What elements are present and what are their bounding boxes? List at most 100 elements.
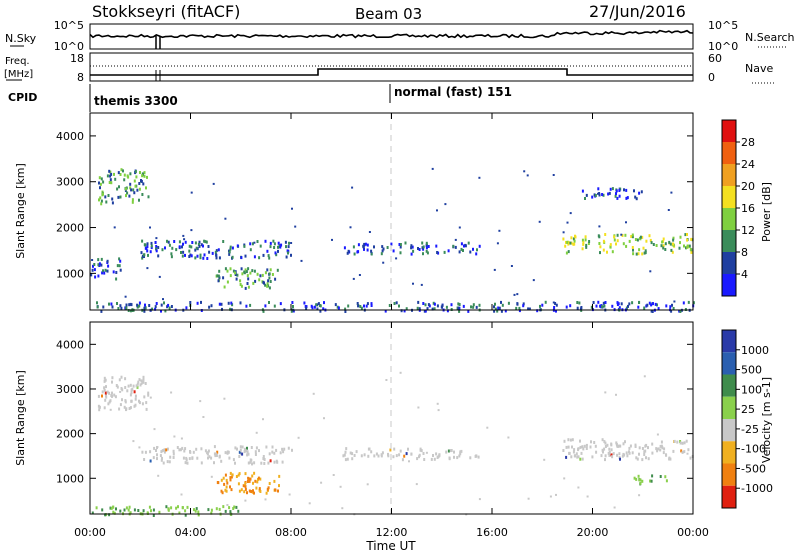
data-cell [467, 309, 470, 313]
data-cell [668, 240, 671, 244]
data-cell [237, 482, 240, 486]
data-cell [424, 303, 427, 307]
data-cell [615, 189, 618, 193]
data-cell [273, 304, 276, 308]
data-cell [244, 485, 247, 489]
data-cell [618, 452, 621, 456]
data-cell [417, 247, 419, 250]
data-cell [669, 305, 672, 309]
data-cell [226, 280, 229, 284]
data-cell [345, 447, 348, 451]
data-cell [182, 242, 184, 246]
data-cell [216, 274, 219, 278]
data-cell [200, 300, 202, 304]
data-cell [363, 304, 365, 308]
data-cell [113, 226, 116, 229]
data-cell [572, 450, 575, 454]
data-cell [308, 502, 311, 505]
data-cell [129, 186, 132, 190]
data-cell [477, 455, 480, 459]
data-cell [264, 239, 267, 243]
data-cell [599, 245, 602, 249]
data-cell [262, 457, 265, 460]
data-cell [104, 398, 107, 402]
data-cell [539, 304, 541, 308]
data-cell [291, 448, 293, 452]
data-cell [247, 285, 250, 289]
data-cell [226, 481, 229, 485]
data-cell [656, 447, 659, 450]
data-cell [145, 247, 148, 250]
data-cell [277, 241, 280, 245]
data-cell [279, 245, 282, 249]
colorbar-tick-label: -1000 [741, 482, 773, 495]
data-cell [267, 254, 270, 258]
data-cell [232, 507, 235, 510]
data-cell [583, 444, 586, 448]
data-cell [205, 240, 208, 244]
data-cell [377, 454, 380, 458]
data-cell [112, 510, 115, 514]
data-cell [273, 242, 276, 246]
data-cell [416, 306, 419, 310]
date-title: 27/Jun/2016 [589, 2, 686, 21]
data-cell [572, 237, 575, 241]
data-cell [232, 458, 235, 462]
data-cell [441, 303, 444, 307]
data-cell [161, 248, 164, 252]
y-tick-label: 1000 [56, 267, 84, 280]
data-cell [423, 458, 426, 461]
data-cell [161, 449, 164, 453]
data-cell [382, 247, 385, 251]
data-cell [593, 441, 596, 444]
data-cell [339, 485, 342, 488]
data-cell [498, 229, 501, 232]
data-cell [581, 238, 584, 242]
data-cell [228, 456, 231, 460]
data-cell [648, 301, 651, 305]
data-cell [247, 461, 250, 465]
data-cell [417, 406, 420, 409]
colorbar-tick-label: 500 [741, 364, 762, 377]
data-cell [672, 307, 675, 310]
data-cell [585, 243, 588, 247]
data-cell [138, 378, 141, 382]
data-cell [493, 268, 496, 271]
colorbar-swatch [722, 274, 736, 296]
data-cell [102, 180, 105, 184]
data-cell [662, 237, 665, 241]
data-cell [649, 270, 652, 273]
nave-tick-low: 0 [708, 71, 715, 84]
data-cell [131, 200, 134, 204]
data-cell [274, 277, 277, 281]
data-cell [363, 242, 366, 246]
data-cell [218, 276, 221, 280]
data-cell [250, 490, 253, 493]
data-cell [105, 385, 107, 389]
data-cell [381, 245, 384, 249]
data-cell [438, 454, 441, 458]
data-cell [591, 195, 594, 199]
data-cell [145, 407, 148, 411]
data-cell [504, 309, 507, 313]
data-cell [347, 249, 350, 253]
data-cell [184, 509, 187, 513]
data-cell [154, 307, 157, 311]
y-tick-label: 4000 [56, 130, 84, 143]
data-cell [103, 379, 106, 383]
data-cell [111, 305, 114, 309]
data-cell [577, 448, 579, 452]
data-cell [99, 196, 102, 200]
data-cell [124, 400, 127, 404]
data-cell [127, 508, 130, 512]
data-cell [253, 269, 256, 273]
data-cell [634, 445, 637, 448]
data-cell [249, 271, 252, 275]
data-cell [604, 441, 607, 445]
data-cell [265, 491, 268, 495]
data-cell [415, 483, 418, 486]
data-cell [425, 451, 428, 454]
data-cell [664, 248, 667, 251]
data-cell [606, 443, 609, 447]
